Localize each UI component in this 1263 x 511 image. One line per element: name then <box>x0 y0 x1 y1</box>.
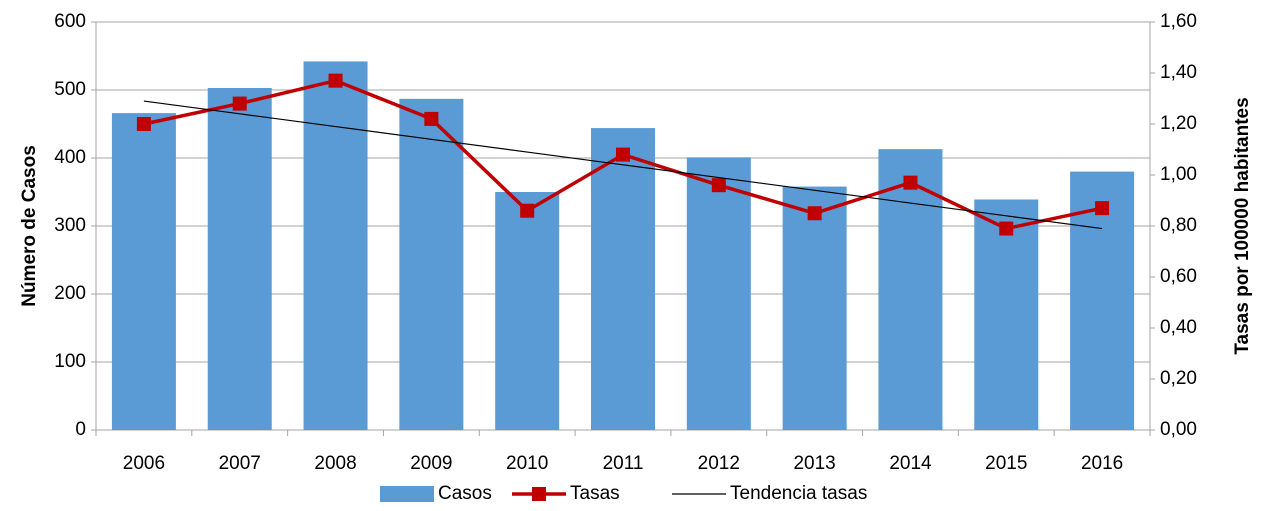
y-tick-label: 500 <box>54 79 86 100</box>
x-tick-label: 2015 <box>985 453 1027 474</box>
rate-marker <box>711 178 726 193</box>
bar <box>878 149 943 430</box>
y2-tick-label: 0,20 <box>1160 368 1197 389</box>
trend-line <box>143 100 1103 230</box>
x-tick-label: 2009 <box>410 453 452 474</box>
y2-axis-label: Tasas por 100000 habitantes <box>1232 97 1253 354</box>
y-tick-label: 0 <box>75 419 86 440</box>
y2-tick-label: 0,60 <box>1160 266 1197 287</box>
rate-marker <box>999 221 1014 236</box>
bar <box>399 98 464 430</box>
y2-tick-label: 1,20 <box>1160 113 1197 134</box>
rate-marker <box>232 96 247 111</box>
y2-tick-label: 1,60 <box>1160 11 1197 32</box>
x-tick-label: 2013 <box>793 453 835 474</box>
y-tick-label: 400 <box>54 147 86 168</box>
bar <box>686 157 751 430</box>
rate-marker <box>520 203 535 218</box>
bar <box>303 61 368 430</box>
rate-marker <box>807 206 822 221</box>
x-tick-label: 2016 <box>1081 453 1123 474</box>
legend-label: Casos <box>438 483 492 504</box>
y2-tick-label: 0,80 <box>1160 215 1197 236</box>
bar <box>495 192 560 430</box>
x-tick-label: 2008 <box>314 453 356 474</box>
bar <box>591 128 655 430</box>
y2-tick-label: 1,40 <box>1160 62 1197 83</box>
bar <box>974 199 1039 430</box>
legend-label: Tendencia tasas <box>730 483 867 504</box>
y2-tick-label: 1,00 <box>1160 164 1197 185</box>
y-tick-label: 300 <box>54 215 86 236</box>
y2-tick-label: 0,00 <box>1160 419 1197 440</box>
y2-tick-label: 0,40 <box>1160 317 1197 338</box>
y-tick-label: 600 <box>54 11 86 32</box>
x-tick-label: 2011 <box>603 453 644 474</box>
x-tick-label: 2006 <box>123 453 165 474</box>
legend-swatch <box>532 487 546 501</box>
x-tick-label: 2012 <box>698 453 740 474</box>
rate-marker <box>136 117 151 131</box>
legend-swatch <box>380 486 434 502</box>
rate-marker <box>903 175 918 190</box>
y-axis-label: Número de Casos <box>19 145 40 307</box>
x-tick-label: 2007 <box>219 453 261 474</box>
rate-marker <box>616 147 630 162</box>
bar <box>207 87 272 431</box>
x-tick-label: 2010 <box>506 453 548 474</box>
legend-label: Tasas <box>570 483 620 504</box>
rate-marker <box>424 111 439 126</box>
rate-marker <box>328 73 343 88</box>
bar <box>782 186 847 430</box>
y-tick-label: 100 <box>54 351 86 372</box>
bar <box>111 113 176 431</box>
rate-marker <box>1095 201 1110 216</box>
y-tick-label: 200 <box>54 283 86 304</box>
x-tick-label: 2014 <box>889 453 932 474</box>
